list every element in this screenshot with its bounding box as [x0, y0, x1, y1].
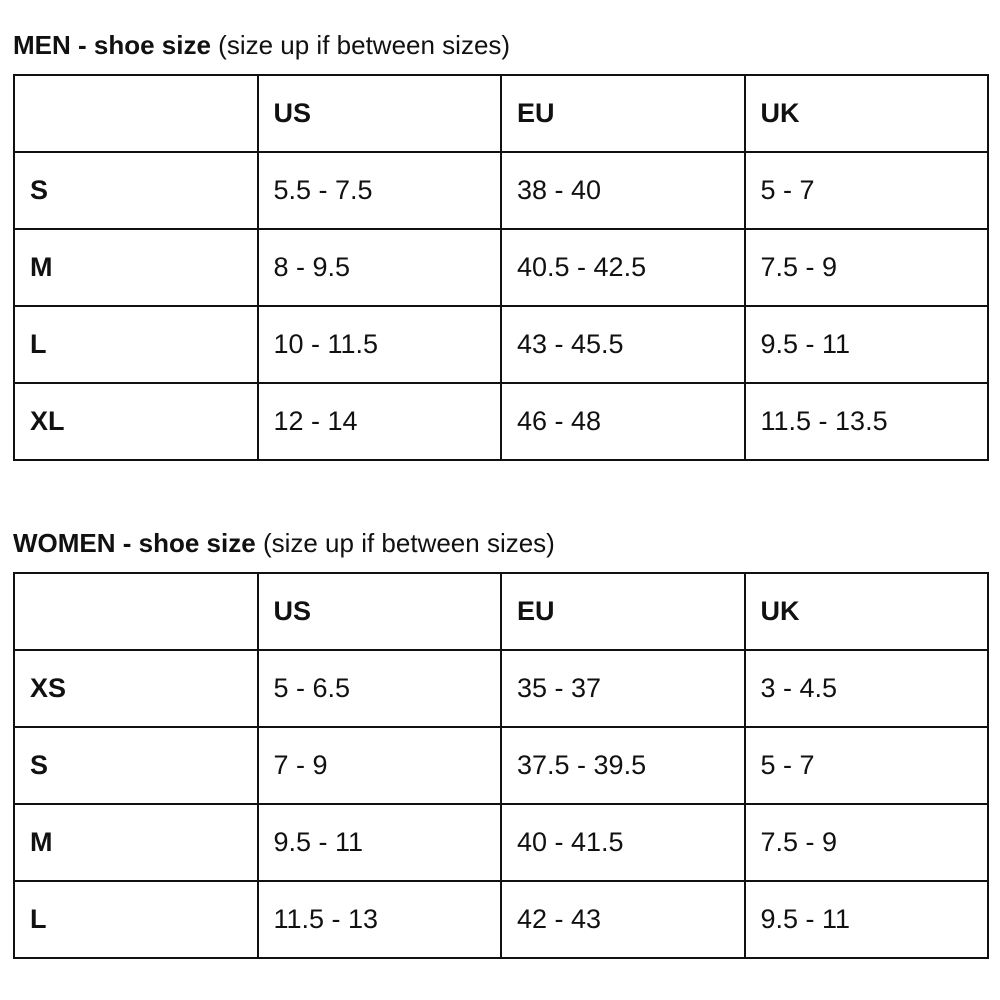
- women-title: WOMEN - shoe size (size up if between si…: [13, 528, 555, 558]
- table-row: S 5.5 - 7.5 38 - 40 5 - 7: [13, 151, 989, 230]
- women-size-table: US EU UK XS 5 - 6.5 35 - 37 3 - 4.5 S 7 - 9 37.5 …: [13, 572, 989, 959]
- table-row: L 11.5 - 13 42 - 43 9.5 - 11: [13, 880, 989, 959]
- size-us-cell: 11.5 - 13: [256, 880, 502, 959]
- size-eu-cell: 46 - 48: [500, 382, 746, 461]
- size-label: M: [13, 803, 259, 882]
- size-us-cell: 8 - 9.5: [256, 228, 502, 307]
- column-header: US: [256, 572, 502, 651]
- size-uk-cell: 11.5 - 13.5: [743, 382, 989, 461]
- size-us-cell: 12 - 14: [256, 382, 502, 461]
- size-label: L: [13, 880, 259, 959]
- size-uk-cell: 3 - 4.5: [743, 649, 989, 728]
- size-eu-cell: 40 - 41.5: [500, 803, 746, 882]
- size-label: S: [13, 151, 259, 230]
- size-label: XS: [13, 649, 259, 728]
- women-title-bold: WOMEN - shoe size: [13, 528, 256, 558]
- size-us-cell: 5 - 6.5: [256, 649, 502, 728]
- size-uk-cell: 5 - 7: [743, 726, 989, 805]
- header-row: US EU UK: [13, 572, 989, 651]
- table-row: L 10 - 11.5 43 - 45.5 9.5 - 11: [13, 305, 989, 384]
- size-uk-cell: 9.5 - 11: [743, 305, 989, 384]
- column-header: EU: [500, 572, 746, 651]
- size-uk-cell: 7.5 - 9: [743, 228, 989, 307]
- table-row: XL 12 - 14 46 - 48 11.5 - 13.5: [13, 382, 989, 461]
- size-us-cell: 9.5 - 11: [256, 803, 502, 882]
- size-eu-cell: 43 - 45.5: [500, 305, 746, 384]
- size-label: L: [13, 305, 259, 384]
- men-title-note: (size up if between sizes): [218, 30, 511, 60]
- men-title: MEN - shoe size (size up if between size…: [13, 30, 510, 60]
- size-us-cell: 5.5 - 7.5: [256, 151, 502, 230]
- size-eu-cell: 37.5 - 39.5: [500, 726, 746, 805]
- men-title-bold: MEN - shoe size: [13, 30, 211, 60]
- size-eu-cell: 35 - 37: [500, 649, 746, 728]
- table-row: M 9.5 - 11 40 - 41.5 7.5 - 9: [13, 803, 989, 882]
- size-label: XL: [13, 382, 259, 461]
- column-header: [13, 572, 259, 651]
- size-eu-cell: 38 - 40: [500, 151, 746, 230]
- size-us-cell: 10 - 11.5: [256, 305, 502, 384]
- size-eu-cell: 40.5 - 42.5: [500, 228, 746, 307]
- column-header: US: [256, 74, 502, 153]
- size-uk-cell: 9.5 - 11: [743, 880, 989, 959]
- size-label: M: [13, 228, 259, 307]
- column-header: UK: [743, 572, 989, 651]
- column-header: [13, 74, 259, 153]
- size-uk-cell: 5 - 7: [743, 151, 989, 230]
- size-label: S: [13, 726, 259, 805]
- column-header: EU: [500, 74, 746, 153]
- size-eu-cell: 42 - 43: [500, 880, 746, 959]
- size-us-cell: 7 - 9: [256, 726, 502, 805]
- women-title-note: (size up if between sizes): [262, 528, 555, 558]
- column-header: UK: [743, 74, 989, 153]
- header-row: US EU UK: [13, 74, 989, 153]
- size-uk-cell: 7.5 - 9: [743, 803, 989, 882]
- table-row: XS 5 - 6.5 35 - 37 3 - 4.5: [13, 649, 989, 728]
